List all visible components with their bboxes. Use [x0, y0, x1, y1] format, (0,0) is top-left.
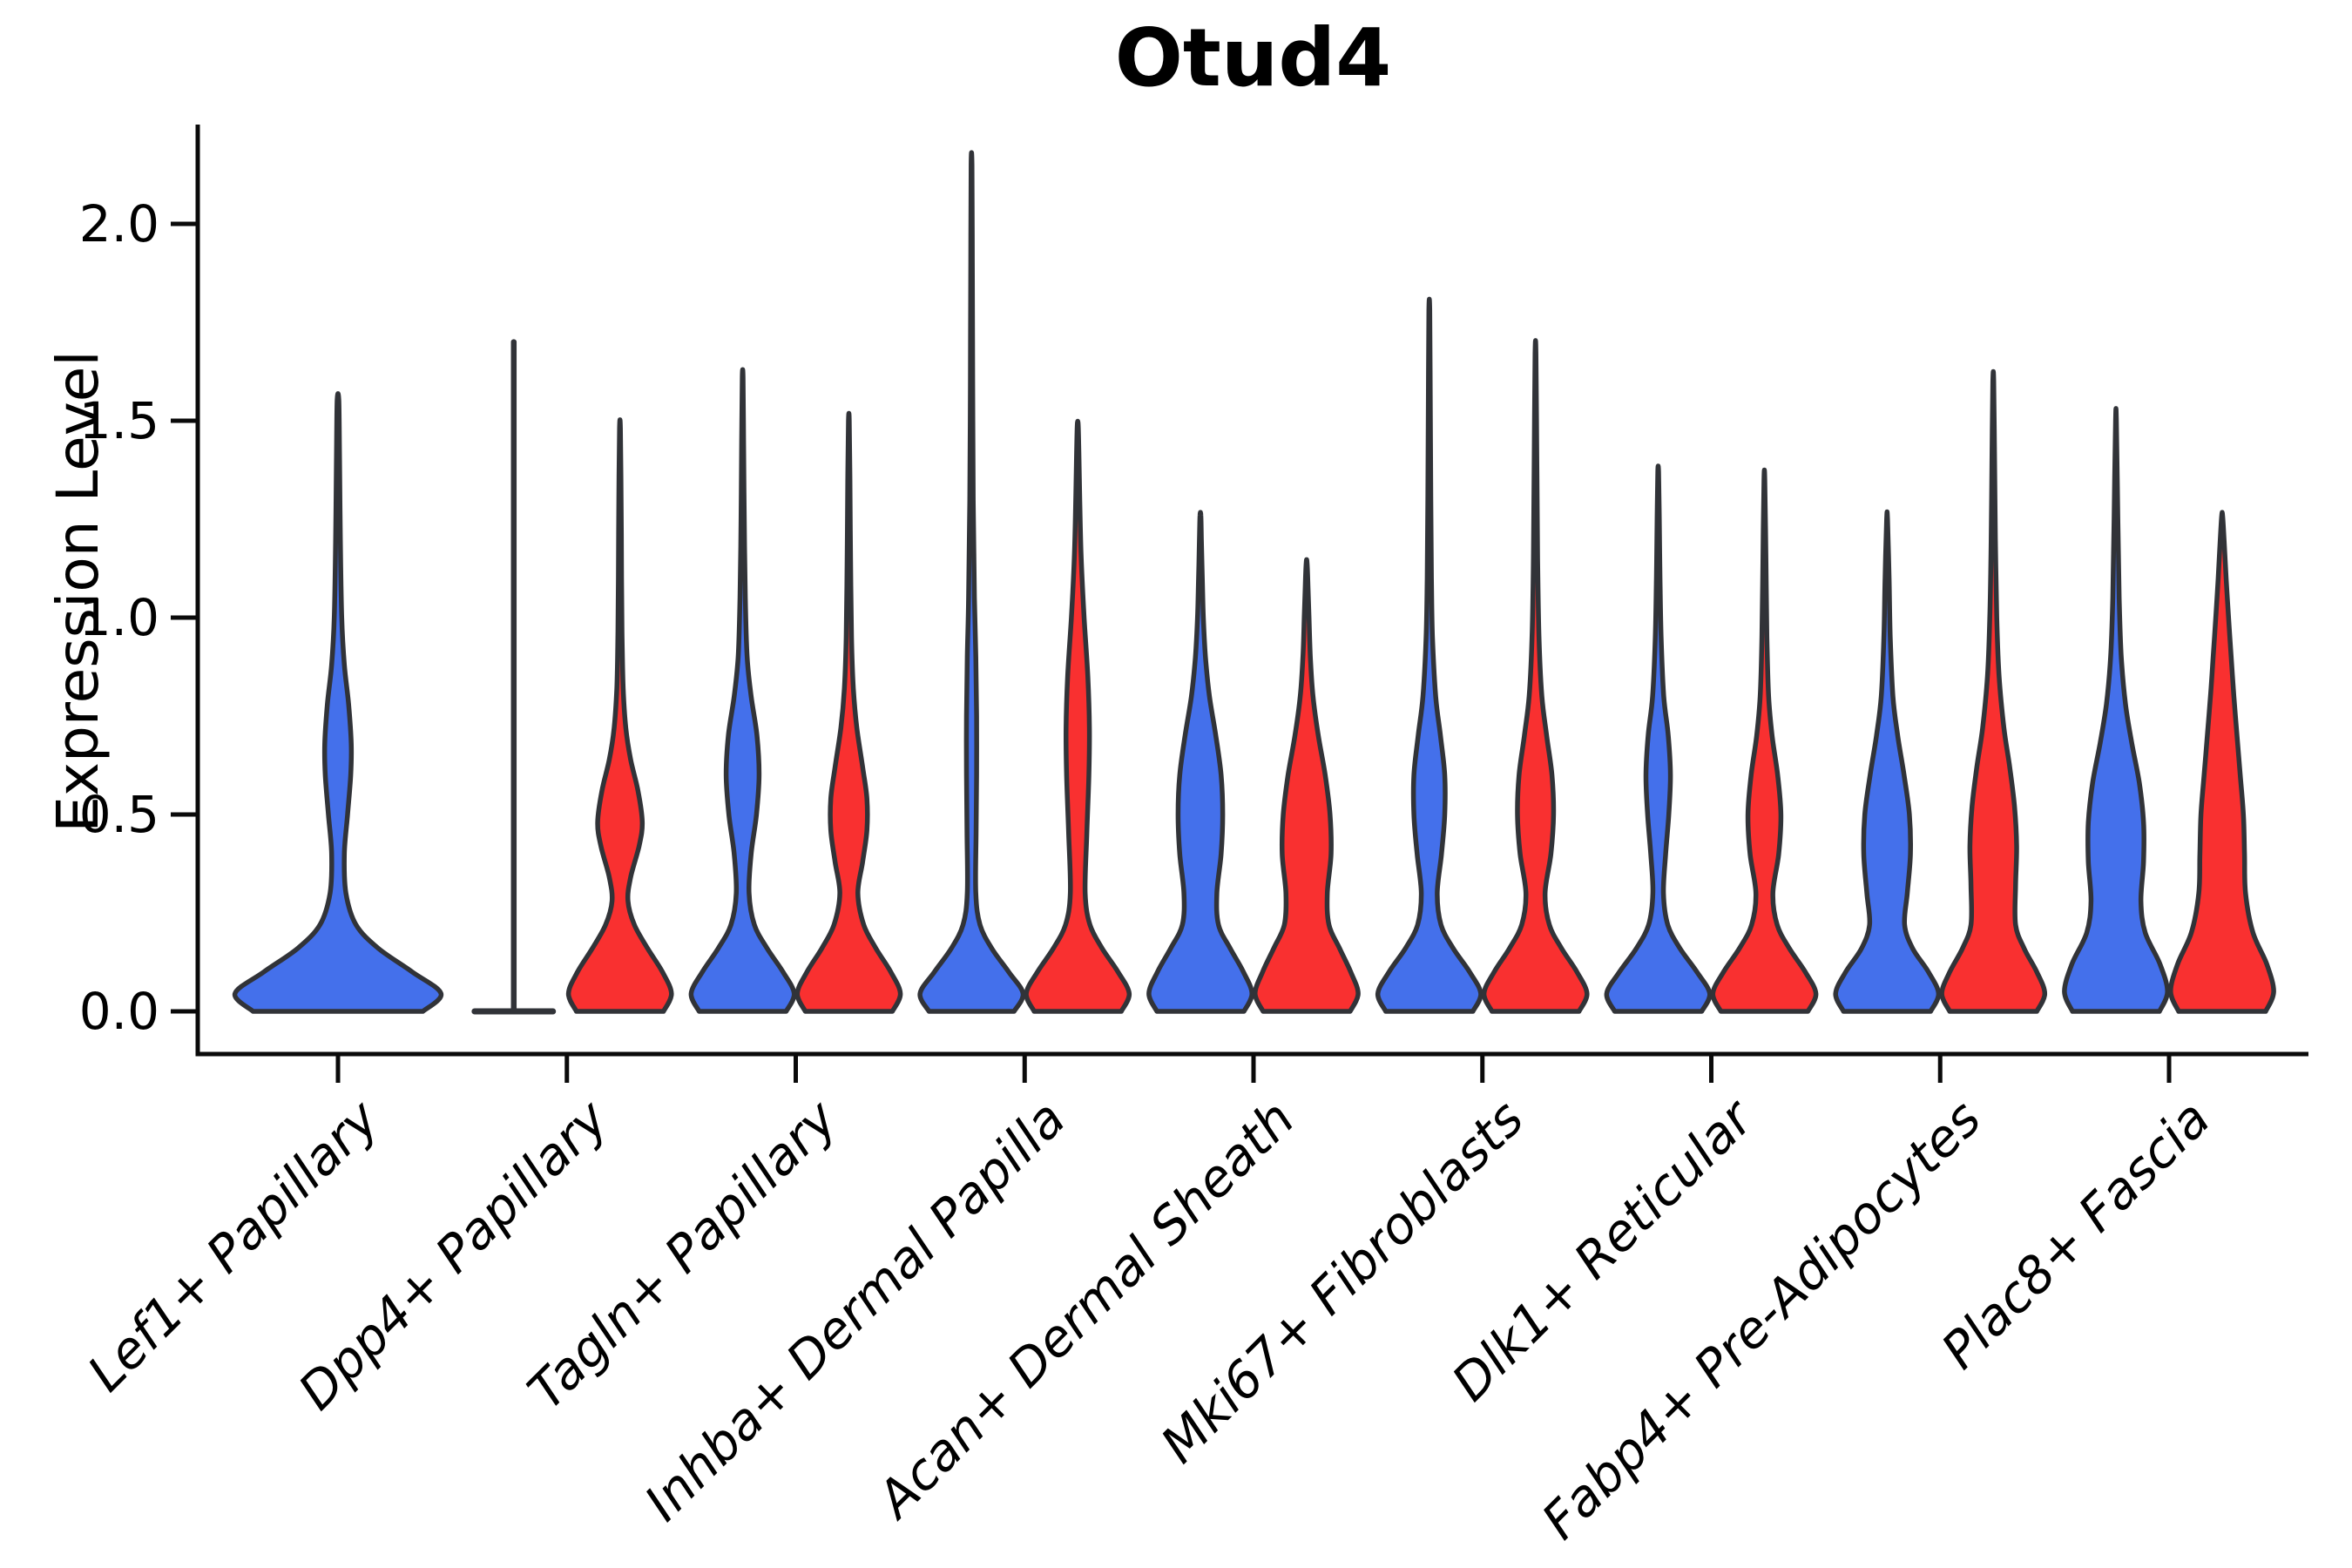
violin-fabp4-pre-adipocytes-red [1939, 368, 2048, 1014]
violin-inhba-dermal-papilla-blue [917, 150, 1026, 1014]
violin-dlk1-reticular-blue [1604, 463, 1713, 1014]
y-tick-label-1.0: 1.0 [78, 588, 159, 647]
violin-fabp4-pre-adipocytes-blue [1833, 509, 1942, 1014]
y-tick-label-2.0: 2.0 [78, 194, 159, 253]
violin-acan-dermal-sheath-blue [1146, 510, 1254, 1014]
y-tick-label-0.5: 0.5 [78, 785, 159, 844]
violin-lef1-papillary-blue [232, 391, 444, 1014]
violin-mki67-fibroblasts-red [1481, 338, 1590, 1014]
violin-plac8-fascia-blue [2062, 406, 2170, 1014]
chart-title: Otud4 [1114, 11, 1392, 105]
violin-dlk1-reticular-red [1710, 467, 1819, 1014]
y-tick-label-0.0: 0.0 [78, 982, 159, 1041]
violin-mki67-fibroblasts-blue [1375, 296, 1484, 1014]
violin-acan-dermal-sheath-red [1253, 557, 1361, 1014]
violin-inhba-dermal-papilla-red [1024, 418, 1132, 1014]
y-tick-label-1.5: 1.5 [78, 391, 159, 450]
violin-dpp4-papillary-red [565, 417, 674, 1014]
violin-tagln-papillary-red [794, 410, 903, 1014]
violin-tagln-papillary-blue [688, 367, 797, 1014]
violin-plac8-fascia-red [2168, 510, 2276, 1014]
